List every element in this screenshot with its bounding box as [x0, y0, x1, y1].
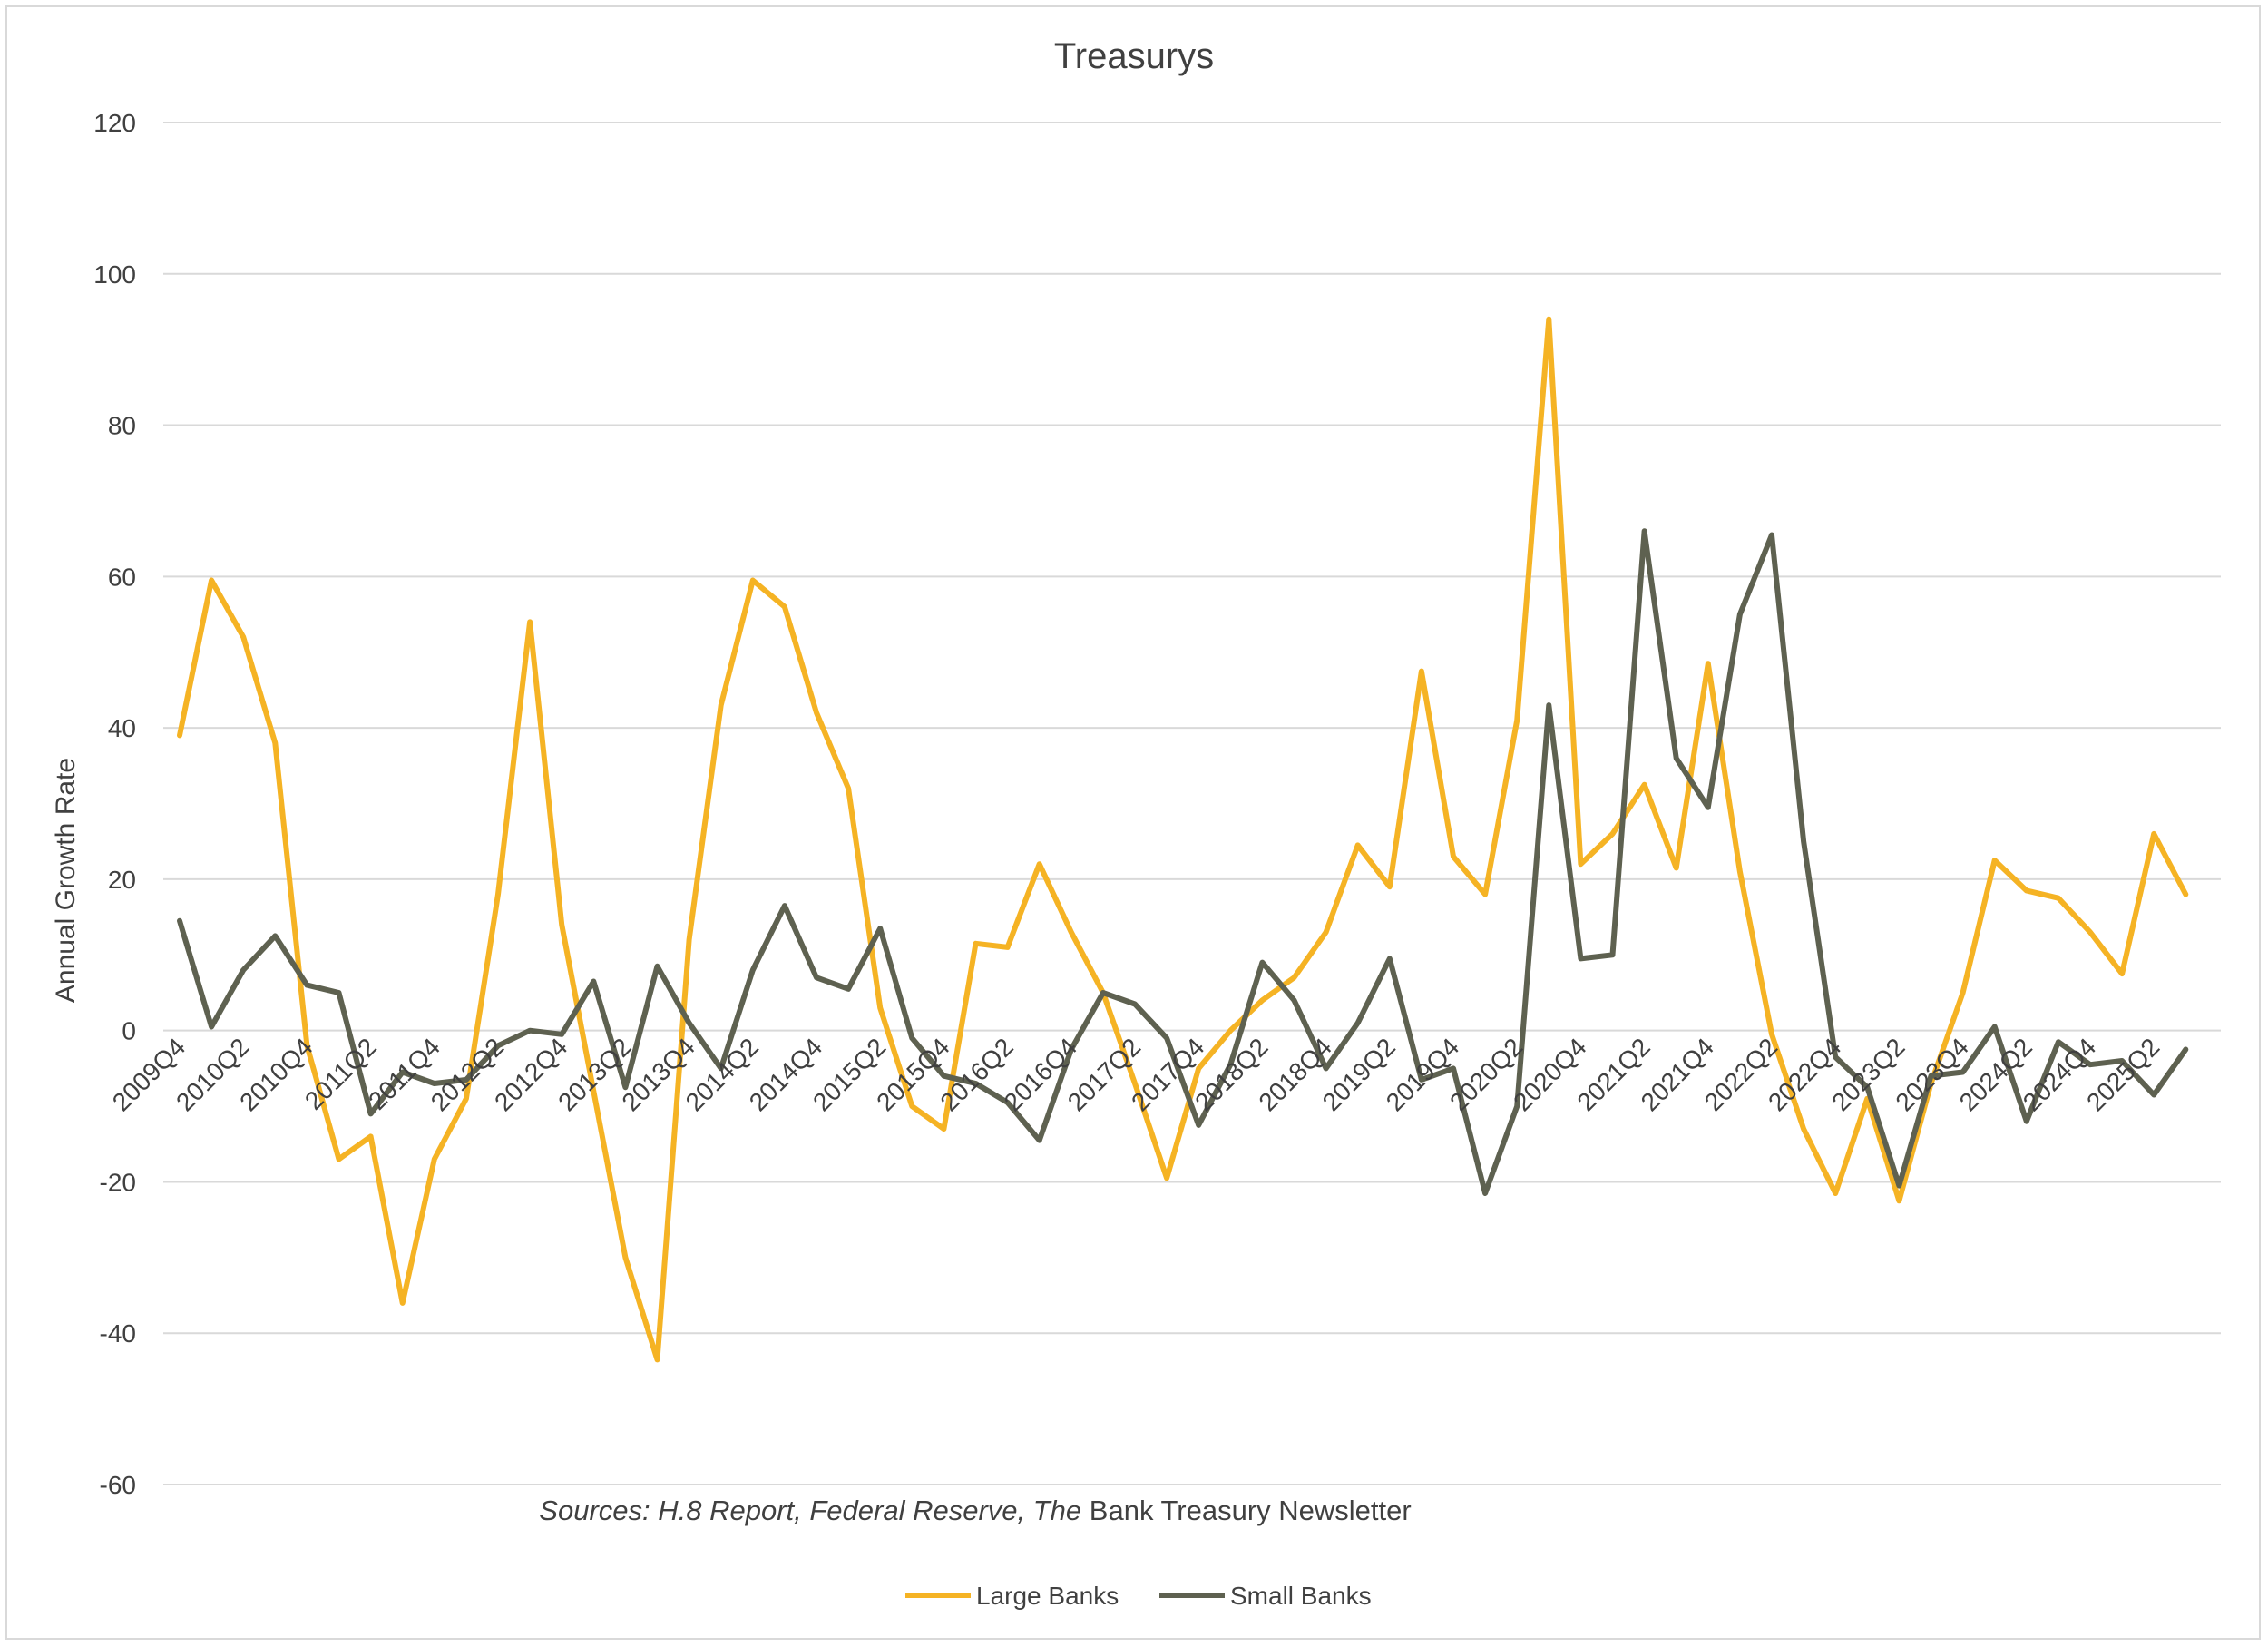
source-note-plain: Bank Treasury Newsletter [1081, 1495, 1412, 1526]
y-tick-label: 0 [122, 1017, 136, 1045]
series-lines [177, 316, 2189, 1363]
source-note-italic: Sources: H.8 Report, Federal Reserve, Th… [539, 1495, 1081, 1526]
y-tick-label: -20 [100, 1168, 136, 1196]
y-tick-label: 100 [93, 260, 136, 289]
legend-item: Small Banks [1159, 1582, 1372, 1610]
y-tick-label: -60 [100, 1471, 136, 1499]
source-note: Sources: H.8 Report, Federal Reserve, Th… [539, 1495, 1411, 1526]
y-tick-label: 20 [108, 866, 136, 894]
y-tick-label: 40 [108, 714, 136, 742]
legend-item: Large Banks [905, 1582, 1119, 1610]
chart-title: Treasurys [1054, 36, 1214, 76]
legend-label: Small Banks [1230, 1582, 1372, 1610]
series-line-small-banks [177, 528, 2189, 1196]
y-tick-label: 60 [108, 563, 136, 591]
chart-frame [5, 5, 2261, 1640]
legend-label: Large Banks [976, 1582, 1119, 1610]
gridlines [163, 122, 2221, 1485]
y-axis-label: Annual Growth Rate [51, 758, 81, 1003]
x-axis-ticks: 2009Q42010Q22010Q42011Q22011Q42012Q22012… [107, 1033, 2165, 1116]
y-tick-label: 80 [108, 412, 136, 440]
y-tick-label: -40 [100, 1319, 136, 1348]
series-line-large-banks [177, 316, 2189, 1363]
y-tick-label: 120 [93, 109, 136, 137]
y-axis-ticks: 120 100 80 60 40 20 0 -20 -40 -60 [93, 109, 136, 1499]
legend: Large Banks Small Banks [905, 1582, 1372, 1610]
